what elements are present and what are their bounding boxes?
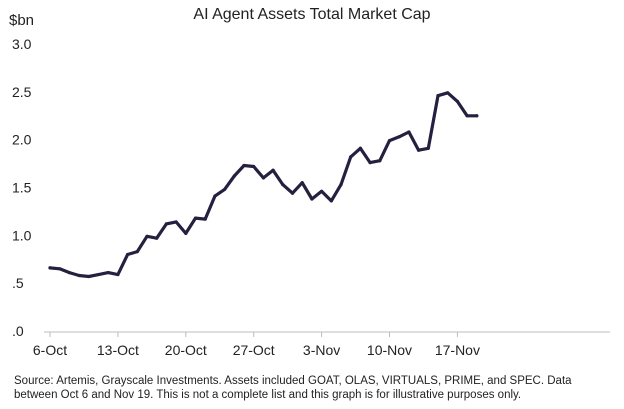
x-tick-label: 3-Nov	[303, 342, 340, 358]
data-point	[96, 272, 101, 277]
x-tick-label: 10-Nov	[367, 342, 412, 358]
data-point	[300, 181, 304, 185]
x-tick-label: 27-Oct	[233, 342, 275, 358]
data-point	[106, 271, 110, 275]
data-point	[426, 146, 430, 150]
data-point	[310, 197, 314, 201]
y-axis-label: $bn	[9, 12, 35, 29]
data-point	[290, 191, 295, 195]
data-point	[475, 114, 479, 118]
data-point	[378, 159, 382, 163]
y-tick-label: 2.5	[12, 84, 32, 100]
data-point	[213, 194, 217, 198]
data-point	[349, 155, 353, 159]
data-point	[436, 94, 440, 98]
data-point	[223, 187, 227, 192]
data-point	[358, 146, 362, 150]
x-tick-label: 13-Oct	[97, 342, 139, 358]
data-point	[397, 135, 401, 139]
data-point	[368, 161, 372, 165]
data-point	[116, 272, 120, 277]
x-tick-label: 17-Nov	[435, 342, 480, 358]
data-point	[184, 231, 188, 236]
data-point	[193, 216, 198, 220]
data-point	[87, 274, 91, 279]
data-point	[67, 271, 71, 275]
data-point	[339, 183, 343, 187]
data-point	[465, 114, 469, 118]
data-point	[174, 220, 178, 224]
data-point	[203, 217, 207, 221]
data-point	[407, 130, 411, 134]
series-line	[48, 91, 479, 279]
data-point	[455, 99, 459, 103]
y-tick-label: .0	[12, 323, 24, 339]
data-point	[387, 139, 392, 143]
chart-title: AI Agent Assets Total Market Cap	[193, 6, 431, 23]
data-point	[417, 148, 421, 152]
y-tick-label: 1.0	[12, 227, 32, 243]
data-point	[271, 168, 275, 172]
data-point	[77, 273, 81, 278]
x-tick-label: 20-Oct	[165, 342, 207, 358]
data-point	[164, 222, 168, 226]
data-point	[126, 252, 130, 257]
y-tick-label: 3.0	[12, 36, 32, 52]
y-tick-label: 1.5	[12, 180, 32, 196]
data-point	[320, 189, 324, 193]
data-point	[281, 183, 285, 187]
data-point	[135, 249, 139, 254]
data-point	[58, 267, 62, 271]
source-note: Source: Artemis, Grayscale Investments. …	[14, 375, 572, 401]
y-tick-label: .5	[12, 275, 24, 291]
y-tick-label: 2.0	[12, 132, 32, 148]
data-point	[48, 266, 52, 270]
data-point	[329, 199, 333, 203]
data-point	[242, 163, 246, 168]
data-point	[252, 164, 256, 169]
data-point	[232, 174, 236, 178]
data-point	[145, 234, 149, 238]
data-point	[261, 176, 265, 180]
x-tick-label: 6-Oct	[33, 342, 67, 358]
data-point	[155, 236, 159, 240]
data-point	[446, 91, 450, 95]
